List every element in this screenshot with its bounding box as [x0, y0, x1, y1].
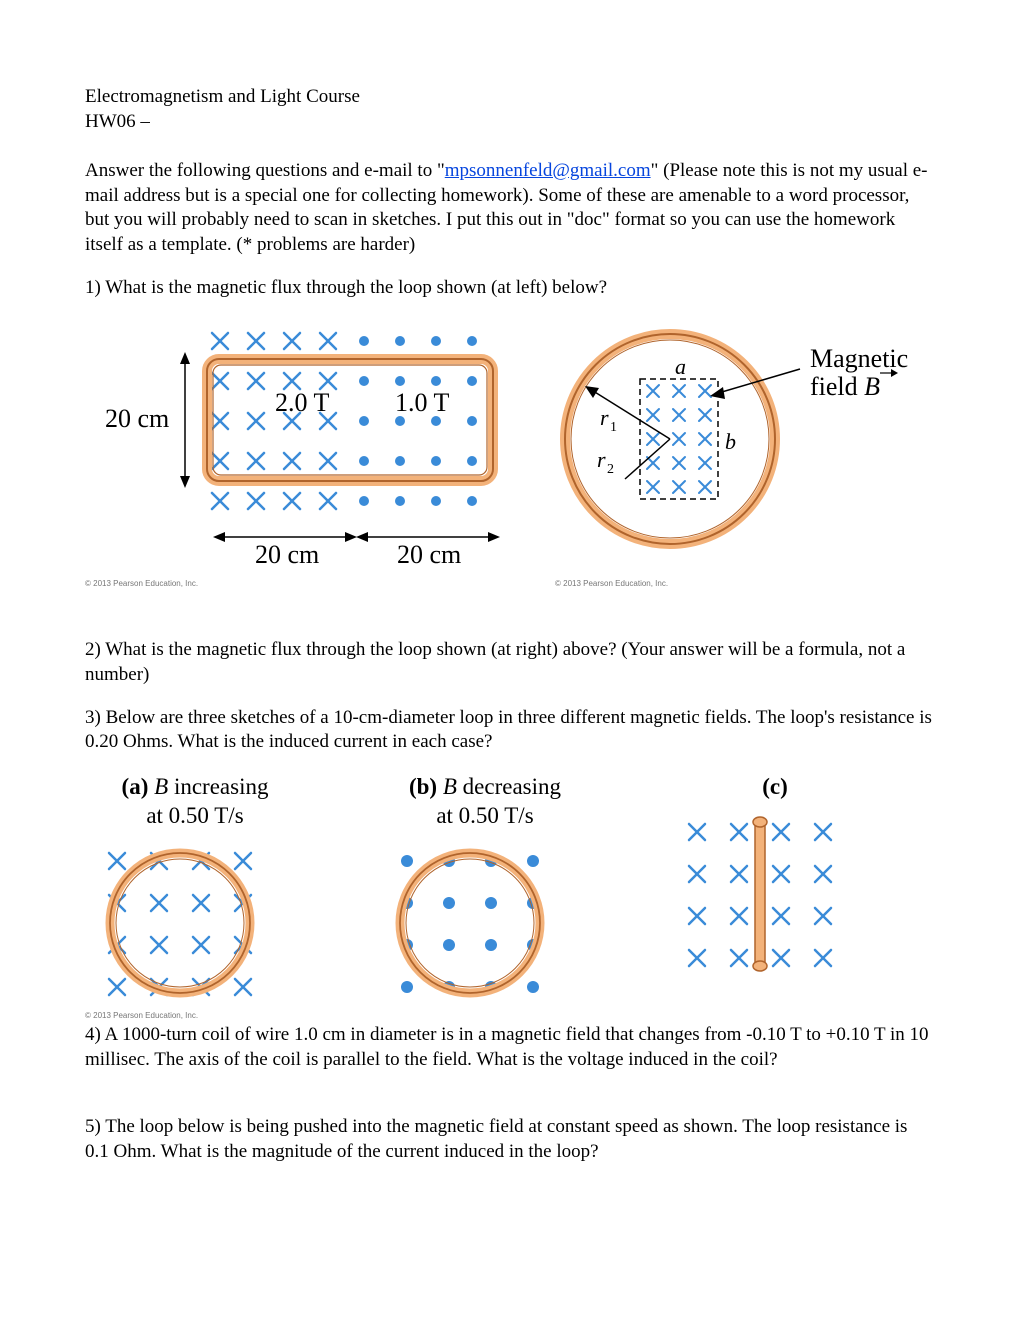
figure-3b: (b) B decreasing at 0.50 T/s	[375, 773, 595, 1011]
course-header: Electromagnetism and Light Course HW06 –	[85, 85, 935, 134]
question-3: 3) Below are three sketches of a 10-cm-d…	[85, 706, 935, 755]
svg-text:1.0 T: 1.0 T	[395, 388, 450, 417]
fig3b-line2: at 0.50 T/s	[436, 803, 533, 828]
copyright-fig1-left: © 2013 Pearson Education, Inc.	[85, 579, 525, 589]
copyright-fig1-right: © 2013 Pearson Education, Inc.	[555, 579, 935, 589]
svg-text:20 cm: 20 cm	[105, 404, 169, 433]
figure-3a: (a) B increasing at 0.50 T/s	[85, 773, 305, 1011]
svg-text:20 cm: 20 cm	[255, 540, 319, 569]
svg-text:r: r	[597, 447, 606, 472]
figure-1-row: 2.0 T 1.0 T 20 cm 20 cm 20 cm © 2013 Pea…	[85, 319, 935, 589]
fig3a-line2: at 0.50 T/s	[146, 803, 243, 828]
copyright-fig3: © 2013 Pearson Education, Inc.	[85, 1011, 935, 1021]
intro-paragraph: Answer the following questions and e-mai…	[85, 159, 935, 258]
svg-text:field B: field B	[810, 372, 880, 401]
svg-text:20 cm: 20 cm	[397, 540, 461, 569]
svg-text:Magnetic: Magnetic	[810, 344, 908, 373]
figure-3-row: (a) B increasing at 0.50 T/s (b) B decre…	[85, 773, 885, 1011]
svg-text:a: a	[675, 354, 686, 379]
svg-text:1: 1	[610, 420, 617, 435]
question-2: 2) What is the magnetic flux through the…	[85, 638, 935, 687]
intro-pre: Answer the following questions and e-mai…	[85, 160, 445, 181]
figure-3c: (c)	[665, 773, 885, 982]
svg-text:2.0 T: 2.0 T	[275, 388, 330, 417]
figure-1-left: 2.0 T 1.0 T 20 cm 20 cm 20 cm © 2013 Pea…	[85, 319, 525, 589]
fig3a-bold: (a)	[122, 774, 149, 799]
fig3b-ital: B	[443, 774, 457, 799]
fig3a-rest: increasing	[168, 774, 268, 799]
fig3b-rest: decreasing	[457, 774, 561, 799]
course-title: Electromagnetism and Light Course	[85, 86, 360, 107]
hw-number: HW06 –	[85, 111, 150, 132]
question-1: 1) What is the magnetic flux through the…	[85, 276, 935, 301]
fig3a-ital: B	[154, 774, 168, 799]
fig3c-bold: (c)	[762, 774, 788, 799]
question-5: 5) The loop below is being pushed into t…	[85, 1115, 935, 1164]
figure-1-right: r 1 r 2 a b Magnetic field B © 2013 Pear…	[555, 319, 935, 589]
question-4: 4) A 1000-turn coil of wire 1.0 cm in di…	[85, 1023, 935, 1072]
svg-text:b: b	[725, 429, 736, 454]
svg-text:r: r	[600, 405, 609, 430]
fig3b-bold: (b)	[409, 774, 437, 799]
svg-text:2: 2	[607, 462, 614, 477]
email-link[interactable]: mpsonnenfeld@gmail.com	[445, 160, 651, 181]
